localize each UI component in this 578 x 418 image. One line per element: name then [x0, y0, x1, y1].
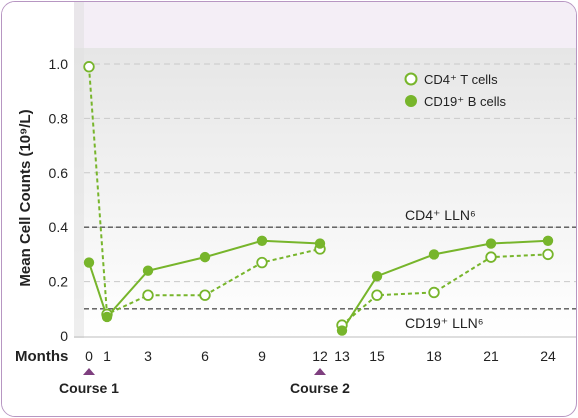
x-tick-label: 21: [483, 348, 499, 364]
legend: CD4⁺ T cells CD19⁺ B cells: [404, 72, 506, 109]
legend-label-cd19: CD19⁺ B cells: [424, 94, 506, 109]
y-tick-labels: 0 0.2 0.4 0.6 0.8 1.0: [49, 56, 69, 344]
course-marker-icon: [314, 368, 326, 375]
cd4-line: [341, 253, 549, 326]
x-tick-label: 15: [369, 348, 385, 364]
course-marker-icon: [83, 368, 95, 375]
cd19-point: [83, 257, 95, 268]
cd4-point: [83, 61, 95, 73]
x-tick-label: 18: [426, 348, 442, 364]
plot-area: [74, 48, 576, 338]
y-tick-label: 0: [60, 328, 68, 344]
cd19-point: [542, 235, 554, 246]
cd4-point: [256, 256, 268, 269]
y-tick-label: 0.8: [49, 110, 69, 126]
cd19-point: [314, 238, 326, 249]
y-tick-label: 0.4: [49, 219, 69, 235]
course-label: Course 1: [59, 380, 119, 396]
y-tick-label: 0.6: [49, 165, 69, 181]
x-tick-label: 0: [85, 348, 93, 364]
cd4-point: [428, 286, 440, 299]
reference-line-label: CD19⁺ LLN⁶: [405, 315, 484, 331]
course-label: Course 2: [290, 380, 350, 396]
y-tick-label: 1.0: [49, 56, 69, 72]
legend-marker-cd4: [404, 72, 418, 86]
x-tick-label: 13: [334, 348, 350, 364]
x-axis-label: Months: [15, 348, 68, 365]
cd19-point: [428, 249, 440, 260]
legend-marker-cd19: [405, 95, 417, 107]
y-tick-label: 0.2: [49, 274, 69, 290]
x-tick-label: 12: [312, 348, 328, 364]
cd4-point: [371, 289, 383, 301]
cd19-point: [256, 235, 268, 246]
cd19-point: [199, 251, 211, 263]
cd4-point: [199, 289, 211, 301]
cd19-point: [142, 265, 154, 276]
x-tick-label: 6: [201, 348, 209, 364]
legend-label-cd4: CD4⁺ T cells: [424, 72, 498, 87]
series-lines: [83, 61, 554, 336]
x-tick-label: 3: [144, 348, 152, 364]
cd19-point: [101, 311, 113, 323]
reference-line-label: CD4⁺ LLN⁶: [405, 207, 476, 223]
x-tick-label: 9: [258, 348, 266, 364]
header-band: [2, 2, 576, 48]
reference-lines: CD4⁺ LLN⁶ CD19⁺ LLN⁶: [84, 207, 576, 331]
x-tick-label: 1: [103, 348, 111, 364]
cd4-point: [485, 251, 497, 263]
cd4-point: [142, 289, 154, 301]
cd19-point: [371, 270, 383, 282]
cd19-point: [336, 325, 348, 336]
left-shade-strip: [74, 2, 84, 338]
x-tick-label: 24: [540, 348, 556, 364]
cd4-line: [88, 66, 321, 316]
cd19-point: [485, 238, 497, 249]
y-axis-label: Mean Cell Counts (10⁹/L): [17, 109, 34, 286]
cd19-line: [88, 239, 321, 319]
cd4-point: [542, 248, 554, 261]
x-tick-labels: 0 1 3 6 9 12 13 15 18 21 24: [85, 348, 556, 364]
course-annotations: Course 1 Course 2: [59, 368, 350, 396]
left-panel: [2, 2, 74, 416]
